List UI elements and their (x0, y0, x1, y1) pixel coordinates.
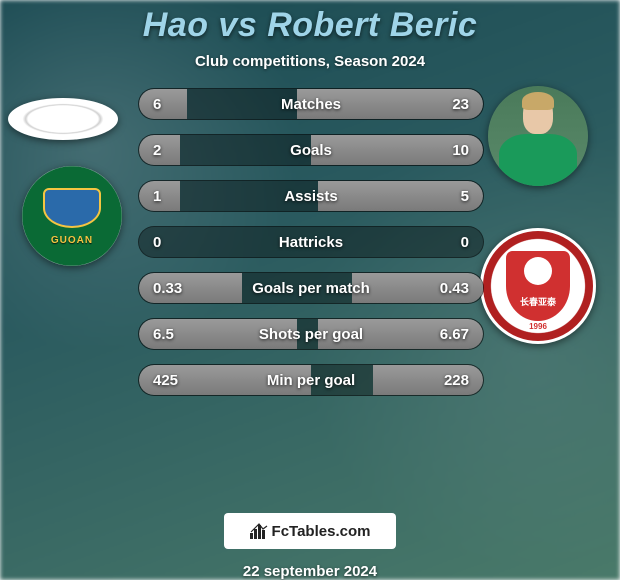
stat-row: 2 Goals 10 (138, 134, 484, 166)
player-left-avatar (8, 98, 118, 140)
brand-text: FcTables.com (272, 523, 371, 540)
stat-label: Assists (284, 188, 337, 205)
club-right-year: 1996 (529, 322, 547, 331)
club-right-crest: 长春亚泰 1996 (480, 228, 596, 344)
stat-row: 425 Min per goal 228 (138, 364, 484, 396)
subtitle: Club competitions, Season 2024 (195, 53, 425, 70)
chart-icon (250, 523, 268, 539)
stat-row: 0 Hattricks 0 (138, 226, 484, 258)
stat-value-right: 0.43 (440, 280, 469, 297)
stat-row: 1 Assists 5 (138, 180, 484, 212)
page-title: Hao vs Robert Beric (143, 6, 478, 45)
stat-value-left: 2 (153, 142, 161, 159)
stat-value-left: 1 (153, 188, 161, 205)
stat-label: Shots per goal (259, 326, 363, 343)
stat-value-left: 0 (153, 234, 161, 251)
stat-value-right: 0 (461, 234, 469, 251)
date-text: 22 september 2024 (243, 563, 377, 580)
stat-label: Hattricks (279, 234, 343, 251)
stat-fill-left (139, 89, 187, 119)
stat-label: Matches (281, 96, 341, 113)
stat-fill-right (318, 181, 483, 211)
stat-value-right: 5 (461, 188, 469, 205)
stat-value-right: 23 (452, 96, 469, 113)
main-area: GUOAN 长春亚泰 1996 6Matches232Goals101Assis… (0, 88, 620, 173)
stat-value-left: 0.33 (153, 280, 182, 297)
stat-label: Min per goal (267, 372, 355, 389)
player-right-avatar (488, 86, 588, 186)
stat-label: Goals (290, 142, 332, 159)
stat-value-left: 425 (153, 372, 178, 389)
club-left-name: GUOAN (51, 235, 93, 246)
club-left-crest: GUOAN (22, 166, 122, 266)
stat-row: 6 Matches 23 (138, 88, 484, 120)
stat-value-right: 10 (452, 142, 469, 159)
stats-container: 6 Matches 23 2 Goals 10 1 Assists 5 0 Hattricks 0 0.… (138, 88, 484, 396)
stat-label: Goals per match (252, 280, 370, 297)
stat-row: 6.5 Shots per goal 6.67 (138, 318, 484, 350)
club-right-band: 长春亚泰 (516, 294, 560, 309)
stat-value-left: 6.5 (153, 326, 174, 343)
content: Hao vs Robert Beric Club competitions, S… (0, 0, 620, 580)
stat-row: 0.33 Goals per match 0.43 (138, 272, 484, 304)
brand-logo: FcTables.com (224, 513, 396, 549)
stat-value-right: 6.67 (440, 326, 469, 343)
stat-value-left: 6 (153, 96, 161, 113)
stat-value-right: 228 (444, 372, 469, 389)
